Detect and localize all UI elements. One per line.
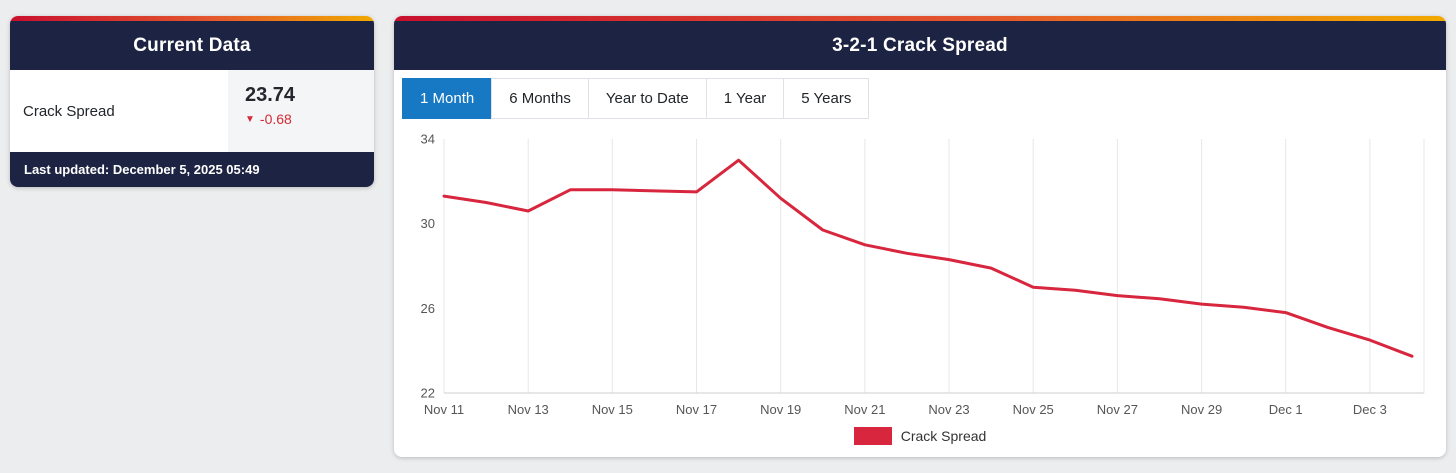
svg-text:Nov 25: Nov 25: [1013, 402, 1054, 417]
legend-swatch: [853, 427, 892, 445]
svg-text:Nov 15: Nov 15: [592, 402, 633, 417]
metric-value: 23.74: [245, 84, 296, 106]
tab-1-month[interactable]: 1 Month: [402, 78, 493, 119]
last-updated-text: Last updated: December 5, 2025 05:49: [24, 162, 260, 177]
svg-text:26: 26: [421, 301, 435, 316]
svg-text:Nov 13: Nov 13: [508, 402, 549, 417]
accent-gradient-bar: [394, 16, 1446, 21]
last-updated-bar: Last updated: December 5, 2025 05:49: [10, 152, 374, 187]
svg-text:22: 22: [421, 386, 435, 401]
chart-legend-item[interactable]: Crack Spread: [394, 427, 1446, 445]
legend-label: Crack Spread: [900, 428, 987, 444]
crack-spread-chart-card: 3-2-1 Crack Spread 1 Month 6 Months Year…: [394, 16, 1446, 457]
svg-text:Dec 3: Dec 3: [1353, 402, 1387, 417]
chart-svg: Nov 11 Nov 13 Nov 15 Nov 17 Nov 19 Nov 21 Nov …: [421, 132, 1425, 417]
svg-text:Nov 19: Nov 19: [760, 402, 801, 417]
metric-change-value: -0.68: [259, 111, 292, 127]
tab-5-years[interactable]: 5 Years: [783, 78, 870, 119]
current-data-header: Current Data: [10, 21, 374, 70]
svg-text:Nov 17: Nov 17: [676, 402, 717, 417]
current-data-title: Current Data: [133, 34, 251, 56]
metric-label: Crack Spread: [23, 102, 115, 120]
crack-spread-line-chart: Nov 11 Nov 13 Nov 15 Nov 17 Nov 19 Nov 21 Nov …: [402, 129, 1438, 421]
tab-6-months[interactable]: 6 Months: [491, 78, 589, 119]
metric-value-box: 23.74 ▼ -0.68: [228, 70, 374, 152]
current-data-card: Current Data Crack Spread 23.74 ▼ -0.68 …: [10, 16, 374, 187]
svg-text:34: 34: [421, 132, 435, 147]
accent-gradient-bar: [10, 16, 374, 21]
svg-text:30: 30: [421, 216, 435, 231]
down-arrow-icon: ▼: [245, 113, 255, 125]
chart-card-header: 3-2-1 Crack Spread: [394, 21, 1446, 70]
svg-text:Dec 1: Dec 1: [1269, 402, 1303, 417]
svg-text:Nov 27: Nov 27: [1097, 402, 1138, 417]
svg-text:Nov 11: Nov 11: [424, 402, 464, 417]
current-data-body: Crack Spread 23.74 ▼ -0.68: [10, 70, 374, 152]
time-range-tabs: 1 Month 6 Months Year to Date 1 Year 5 Y…: [402, 78, 1446, 119]
svg-text:Nov 21: Nov 21: [844, 402, 885, 417]
tab-year-to-date[interactable]: Year to Date: [587, 78, 707, 119]
metric-change: ▼ -0.68: [245, 111, 364, 127]
tab-1-year[interactable]: 1 Year: [705, 78, 785, 119]
svg-text:Nov 23: Nov 23: [928, 402, 969, 417]
chart-title: 3-2-1 Crack Spread: [832, 34, 1008, 56]
svg-text:Nov 29: Nov 29: [1181, 402, 1222, 417]
